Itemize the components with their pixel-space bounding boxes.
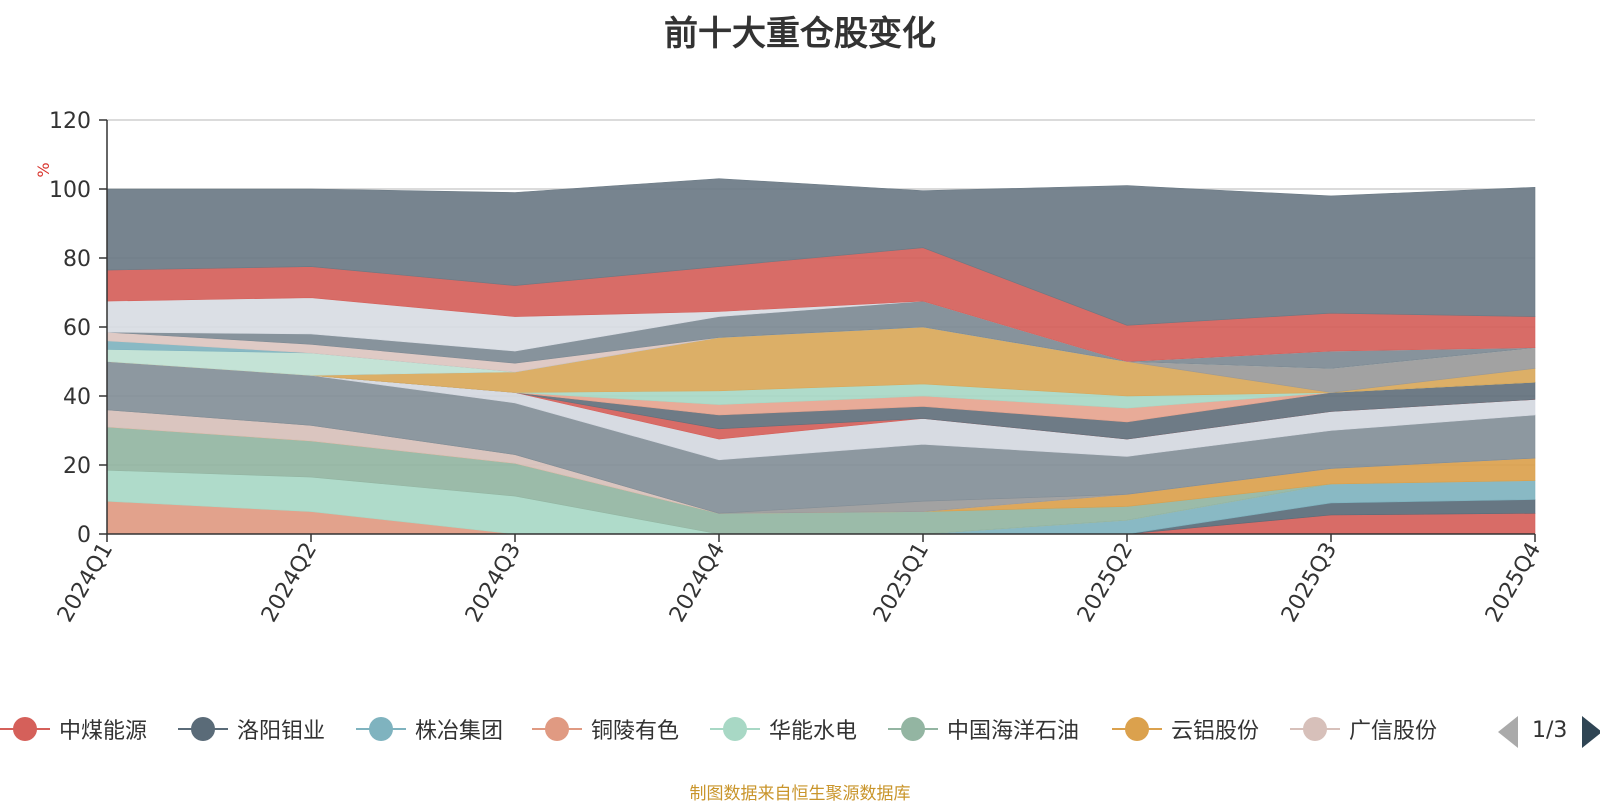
legend-next-page-icon[interactable] <box>1582 716 1600 748</box>
y-tick-label: 60 <box>63 316 91 341</box>
legend-marker-icon <box>1112 712 1162 746</box>
y-tick-label: 20 <box>63 454 91 479</box>
legend-item[interactable]: 株冶集团 <box>356 712 503 746</box>
legend-item[interactable]: 华能水电 <box>710 712 857 746</box>
area-layer <box>106 178 1536 535</box>
legend-label: 铜陵有色 <box>591 719 680 744</box>
legend-marker-icon <box>356 712 406 746</box>
legend-marker-icon <box>178 712 228 746</box>
legend-label: 云铝股份 <box>1171 719 1260 744</box>
legend-item[interactable]: 洛阳钼业 <box>178 712 325 746</box>
y-tick-label: 0 <box>77 523 91 548</box>
x-tick-label: 2025Q2 <box>1073 539 1138 627</box>
chart-title: 前十大重仓股变化 <box>664 14 936 54</box>
legend-marker-icon <box>1290 712 1340 746</box>
y-axis-unit-label: % <box>34 162 53 177</box>
legend-marker-icon <box>710 712 760 746</box>
x-tick-label: 2024Q1 <box>53 539 118 627</box>
legend-label: 洛阳钼业 <box>237 719 326 744</box>
y-tick-label: 120 <box>49 109 91 134</box>
y-tick-label: 40 <box>63 385 91 410</box>
legend-prev-page-icon[interactable] <box>1498 716 1518 748</box>
x-tick-label: 2025Q1 <box>869 539 934 627</box>
legend-pager: 1/3 <box>1498 716 1600 748</box>
legend-label: 中国海洋石油 <box>947 719 1080 744</box>
legend-label: 华能水电 <box>769 719 858 744</box>
legend-marker-icon <box>532 712 582 746</box>
x-tick-label: 2024Q2 <box>257 539 322 627</box>
x-tick-label: 2024Q4 <box>665 539 730 627</box>
legend-item[interactable]: 云铝股份 <box>1112 712 1259 746</box>
legend: 中煤能源 洛阳钼业 株冶集团 铜陵有色 华能水电 中国海洋石油 云铝股份 广信股份 <box>0 712 1500 746</box>
x-tick-label: 2025Q3 <box>1277 539 1342 627</box>
legend-item[interactable]: 广信股份 <box>1290 712 1437 746</box>
x-tick-label: 2025Q4 <box>1481 539 1546 627</box>
legend-item[interactable]: 中煤能源 <box>0 712 147 746</box>
legend-label: 广信股份 <box>1349 719 1438 744</box>
legend-marker-icon <box>888 712 938 746</box>
y-tick-label: 100 <box>49 178 91 203</box>
legend-marker-icon <box>0 712 50 746</box>
series-area-23[interactable] <box>106 178 1536 326</box>
legend-page-indicator: 1/3 <box>1532 718 1568 743</box>
legend-label: 株冶集团 <box>415 719 504 744</box>
source-note: 制图数据来自恒生聚源数据库 <box>689 784 911 804</box>
x-tick-label: 2024Q3 <box>461 539 526 627</box>
legend-label: 中煤能源 <box>59 719 148 744</box>
legend-item[interactable]: 中国海洋石油 <box>888 712 1079 746</box>
y-tick-label: 80 <box>63 247 91 272</box>
legend-item[interactable]: 铜陵有色 <box>532 712 679 746</box>
